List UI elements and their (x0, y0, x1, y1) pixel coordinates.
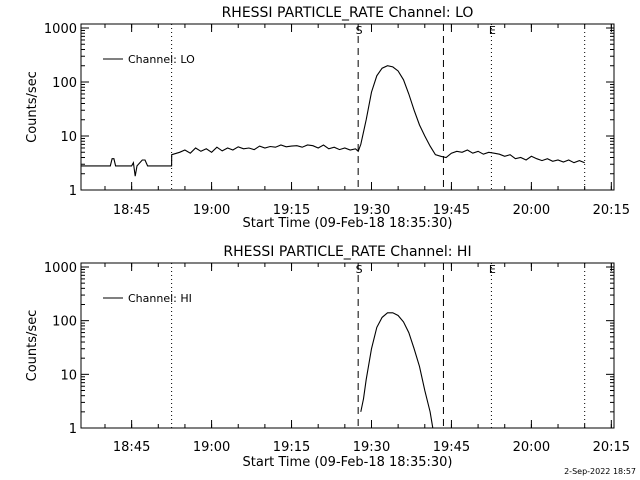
panel1-x-tick-label: 20:15 (593, 203, 630, 218)
timestamp-label: 2-Sep-2022 18:57 (564, 467, 636, 476)
panel1-x-tick-label: 18:45 (113, 203, 150, 218)
panel1-marker-label: S (356, 24, 363, 37)
panel2-marker-label: S (356, 263, 363, 276)
panel2-y-tick-label: 10 (60, 368, 77, 383)
panel2-x-axis-label: Start Time (09-Feb-18 18:35:30) (243, 455, 453, 470)
panel2-marker-label: E (489, 263, 496, 276)
panel2-legend-label: Channel: HI (128, 292, 192, 305)
panel1-y-axis-label: Counts/sec (25, 71, 40, 143)
panel1-x-tick-label: 20:00 (513, 203, 550, 218)
panel2-plot-frame (80, 262, 615, 429)
panel1-plot-frame (80, 23, 615, 191)
panel2-y-axis-label: Counts/sec (25, 310, 40, 382)
panel2-x-tick-label: 19:30 (353, 440, 390, 455)
panel1-y-tick-label: 10 (60, 130, 77, 145)
panel2-y-tick-label: 1000 (44, 261, 77, 276)
panel2-y-tick-label: 100 (52, 315, 77, 330)
panel1-x-axis-label: Start Time (09-Feb-18 18:35:30) (243, 216, 453, 231)
panel1-x-tick-label: 19:15 (273, 203, 310, 218)
panel2-x-tick-label: 19:00 (193, 440, 230, 455)
panel2-x-tick-label: 19:45 (433, 440, 470, 455)
panel1-marker-label: E (489, 24, 496, 37)
panel1-legend-label: Channel: LO (128, 53, 195, 66)
panel1-x-tick-label: 19:30 (353, 203, 390, 218)
panel2-y-tick-label: 1 (69, 422, 77, 437)
panel2-x-tick-label: 20:15 (593, 440, 630, 455)
panel1-x-tick-label: 19:00 (193, 203, 230, 218)
panel2-series-line (360, 312, 434, 429)
panel1-y-tick-label: 1 (69, 184, 77, 199)
panel1-series-line (81, 65, 585, 177)
panel2-x-tick-label: 18:45 (113, 440, 150, 455)
panel1-y-tick-label: 100 (52, 76, 77, 91)
panel2-chart-title: RHESSI PARTICLE_RATE Channel: HI (223, 244, 471, 260)
panel1-x-tick-label: 19:45 (433, 203, 470, 218)
panel2-x-tick-label: 20:00 (513, 440, 550, 455)
panel1-chart-title: RHESSI PARTICLE_RATE Channel: LO (222, 5, 474, 21)
panel2-x-tick-label: 19:15 (273, 440, 310, 455)
panel1-y-tick-label: 1000 (44, 22, 77, 37)
